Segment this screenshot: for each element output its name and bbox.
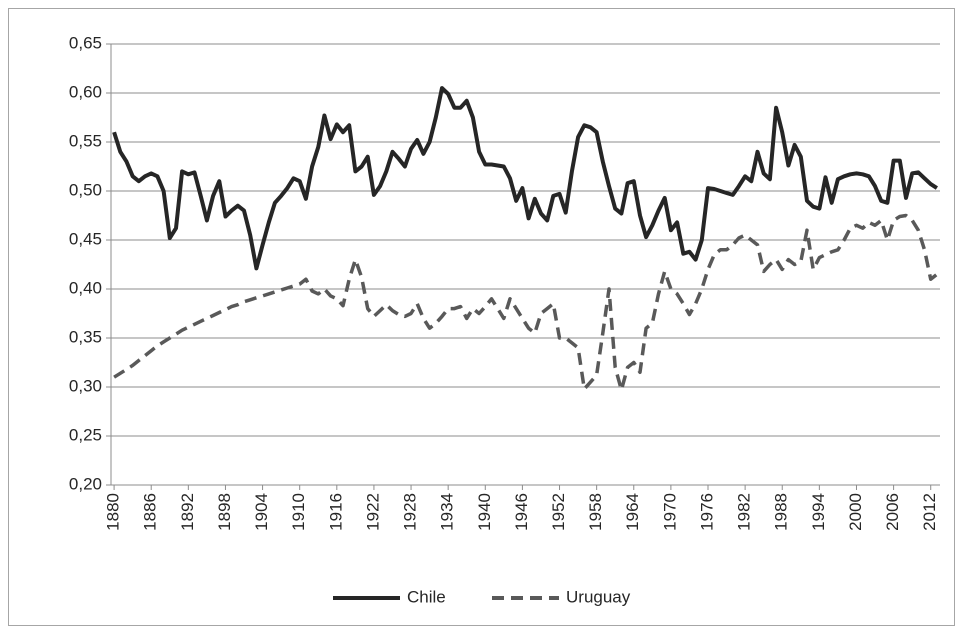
x-tick-label: 1922 — [363, 493, 382, 531]
y-tick-label: 0,25 — [69, 425, 102, 444]
x-tick-label: 2006 — [883, 493, 902, 531]
y-tick-label: 0,20 — [69, 474, 102, 493]
x-tick-label: 1892 — [178, 493, 197, 531]
x-tick-label: 1946 — [512, 493, 531, 531]
y-tick-label: 0,45 — [69, 229, 102, 248]
legend-label: Chile — [407, 587, 446, 606]
x-tick-label: 1886 — [141, 493, 160, 531]
y-tick-label: 0,35 — [69, 327, 102, 346]
x-tick-label: 1958 — [586, 493, 605, 531]
data-line — [112, 86, 938, 271]
x-tick-label: 2012 — [920, 493, 939, 531]
x-tick-label: 1898 — [215, 493, 234, 531]
x-tick-label: 1976 — [697, 493, 716, 531]
x-tick-label: 2000 — [846, 493, 865, 531]
x-tick-label: 1994 — [809, 493, 828, 531]
x-tick-label: 1982 — [735, 493, 754, 531]
y-tick-label: 0,55 — [69, 131, 102, 150]
y-tick-label: 0,40 — [69, 278, 102, 297]
x-tick-label: 1934 — [438, 493, 457, 531]
x-tick-label: 1928 — [401, 493, 420, 531]
x-tick-label: 1988 — [772, 493, 791, 531]
y-tick-label: 0,65 — [69, 33, 102, 52]
x-tick-label: 1904 — [252, 493, 271, 531]
x-tick-label: 1964 — [623, 493, 642, 531]
chart-frame — [8, 8, 955, 626]
y-tick-label: 0,30 — [69, 376, 102, 395]
x-tick-label: 1910 — [289, 493, 308, 531]
x-tick-label: 1880 — [104, 493, 123, 531]
data-line — [113, 213, 938, 392]
x-tick-label: 1940 — [475, 493, 494, 531]
x-tick-label: 1952 — [549, 493, 568, 531]
x-tick-label: 1970 — [660, 493, 679, 531]
x-tick-label: 1916 — [326, 493, 345, 531]
y-tick-label: 0,50 — [69, 180, 102, 199]
legend-label: Uruguay — [566, 587, 631, 606]
y-tick-label: 0,60 — [69, 82, 102, 101]
